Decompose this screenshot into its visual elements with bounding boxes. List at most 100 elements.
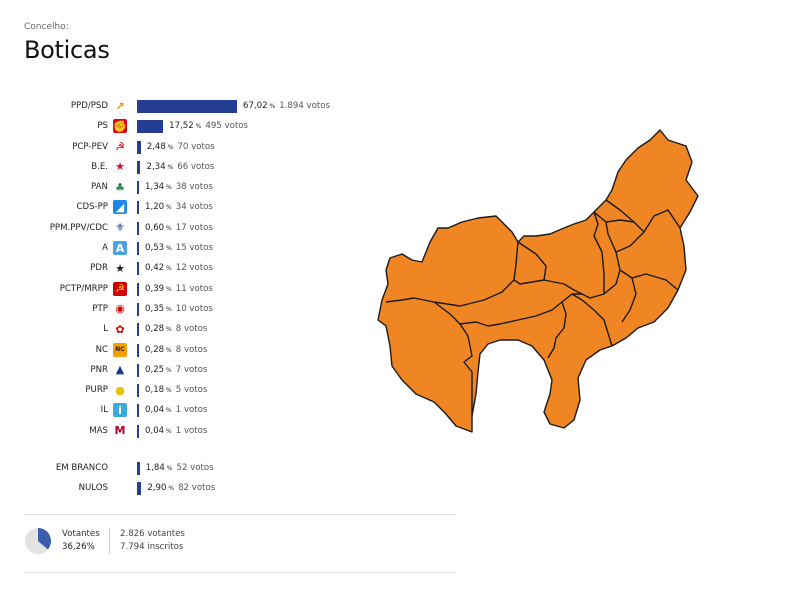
result-votes: 52 votos — [176, 463, 214, 474]
result-percentage: 0,25 — [145, 364, 165, 375]
result-percentage: 0,39 — [145, 283, 165, 294]
livre-poppy-icon: ✿ — [113, 322, 127, 337]
percent-sign: % — [164, 326, 172, 334]
result-bar — [137, 482, 142, 496]
pctp-mrpp-icon: ☭ — [113, 281, 127, 296]
percent-sign: % — [164, 204, 172, 212]
party-row: PAN ♣ 1,34 % 38 votos — [0, 178, 460, 198]
ppm-ppv-cdc-icon: ⚜ — [113, 220, 127, 235]
party-row: PURP ● 0,18 % 5 votos — [0, 381, 460, 401]
party-name: PAN — [91, 182, 108, 193]
result-percentage: 0,04 — [145, 405, 165, 416]
result-percentage: 1,20 — [145, 202, 165, 213]
party-name: PTP — [92, 303, 108, 314]
pan-tree-icon: ♣ — [113, 180, 127, 195]
result-bar — [137, 181, 139, 195]
votantes-count: 2.826 votantes — [120, 529, 185, 539]
result-bar — [137, 221, 139, 235]
result-value: 0,60 % 17 votos — [145, 223, 213, 233]
result-votes: 12 votos — [175, 263, 213, 274]
result-votes: 8 votos — [175, 324, 208, 335]
percent-sign: % — [164, 224, 172, 232]
percent-sign: % — [193, 123, 202, 131]
result-percentage: 0,04 — [145, 425, 165, 436]
result-percentage: 2,90 — [147, 483, 167, 494]
party-row: PCP-PEV ☭ 2,48 % 70 votos — [0, 138, 460, 158]
result-votes: 17 votos — [175, 222, 213, 233]
result-bar — [137, 140, 141, 154]
turnout-summary: Votantes 36,26% 2.826 votantes 7.794 ins… — [24, 525, 454, 557]
party-name: PCP-PEV — [72, 141, 108, 152]
party-row: PS ✊ 17,52 % 495 votos — [0, 117, 460, 137]
result-value: 2,90 % 82 votos — [147, 483, 215, 493]
result-value: 1,20 % 34 votos — [145, 202, 213, 212]
result-votes: 1.894 votos — [279, 101, 331, 111]
be-star-icon: ★ — [113, 159, 127, 174]
party-name: PPM.PPV/CDC — [49, 222, 108, 233]
percent-sign: % — [267, 103, 276, 110]
result-value: 1,84 % 52 votos — [146, 463, 214, 473]
mas-icon: M — [113, 423, 127, 438]
result-votes: 38 votos — [175, 182, 213, 193]
boticas-parish-map[interactable] — [368, 124, 718, 436]
il-icon: i — [113, 403, 127, 418]
other-row: NULOS 2,90 % 82 votos — [0, 479, 460, 499]
party-name: PS — [97, 121, 108, 132]
percent-sign: % — [164, 407, 172, 415]
party-name: L — [103, 324, 108, 335]
result-value: 17,52 % 495 votos — [169, 121, 248, 131]
inscritos-count: 7.794 inscritos — [120, 542, 184, 552]
result-votes: 11 votos — [175, 283, 213, 294]
percent-sign: % — [164, 245, 172, 253]
parish-borders — [385, 199, 681, 416]
party-row: A A 0,53 % 15 votos — [0, 239, 460, 259]
party-name: PNR — [90, 364, 108, 375]
result-percentage: 0,28 — [145, 324, 165, 335]
result-value: 2,48 % 70 votos — [147, 142, 215, 152]
result-votes: 66 votos — [177, 161, 215, 172]
divider — [24, 514, 456, 515]
nc-icon: NC — [113, 342, 127, 357]
percent-sign: % — [164, 184, 172, 192]
result-percentage: 67,02 — [243, 101, 268, 111]
result-bar — [137, 100, 237, 113]
other-row: EM BRANCO 1,84 % 52 votos — [0, 459, 460, 479]
pcp-pev-icon: ☭ — [113, 139, 127, 154]
percent-sign: % — [164, 346, 172, 354]
result-bar — [137, 462, 140, 476]
turnout-label: Votantes — [62, 529, 100, 539]
result-percentage: 0,53 — [145, 243, 165, 254]
result-value: 0,04 % 1 votos — [145, 405, 207, 415]
divider — [109, 528, 110, 554]
percent-sign: % — [164, 387, 172, 395]
result-percentage: 0,35 — [145, 303, 165, 314]
party-row: PPD/PSD ↗ 67,02 % 1.894 votos — [0, 97, 460, 117]
party-row: CDS-PP ◢ 1,20 % 34 votos — [0, 198, 460, 218]
party-name: NULOS — [78, 483, 108, 494]
concelho-label: Concelho: — [24, 22, 69, 32]
result-bar — [137, 363, 139, 377]
percent-sign: % — [165, 163, 174, 171]
result-percentage: 2,48 — [146, 141, 166, 152]
result-votes: 15 votos — [175, 243, 213, 254]
result-bar — [137, 160, 141, 174]
party-name: PURP — [85, 385, 108, 396]
result-value: 1,34 % 38 votos — [145, 182, 213, 192]
result-votes: 5 votos — [175, 385, 208, 396]
party-row: PPM.PPV/CDC ⚜ 0,60 % 17 votos — [0, 219, 460, 239]
turnout-percentage: 36,26% — [62, 542, 95, 552]
result-bar — [137, 302, 139, 316]
result-value: 0,42 % 12 votos — [145, 263, 213, 273]
result-bar — [137, 323, 139, 337]
result-value: 0,35 % 10 votos — [145, 304, 213, 314]
result-percentage: 0,18 — [145, 385, 165, 396]
result-votes: 8 votos — [175, 344, 208, 355]
result-percentage: 2,34 — [146, 161, 166, 172]
result-value: 0,04 % 1 votos — [145, 426, 207, 436]
party-row: NC NC 0,28 % 8 votos — [0, 341, 460, 361]
result-bar — [137, 343, 139, 357]
result-votes: 1 votos — [175, 425, 208, 436]
party-row: IL i 0,04 % 1 votos — [0, 401, 460, 421]
result-value: 2,34 % 66 votos — [146, 162, 214, 172]
result-value: 0,28 % 8 votos — [145, 345, 207, 355]
